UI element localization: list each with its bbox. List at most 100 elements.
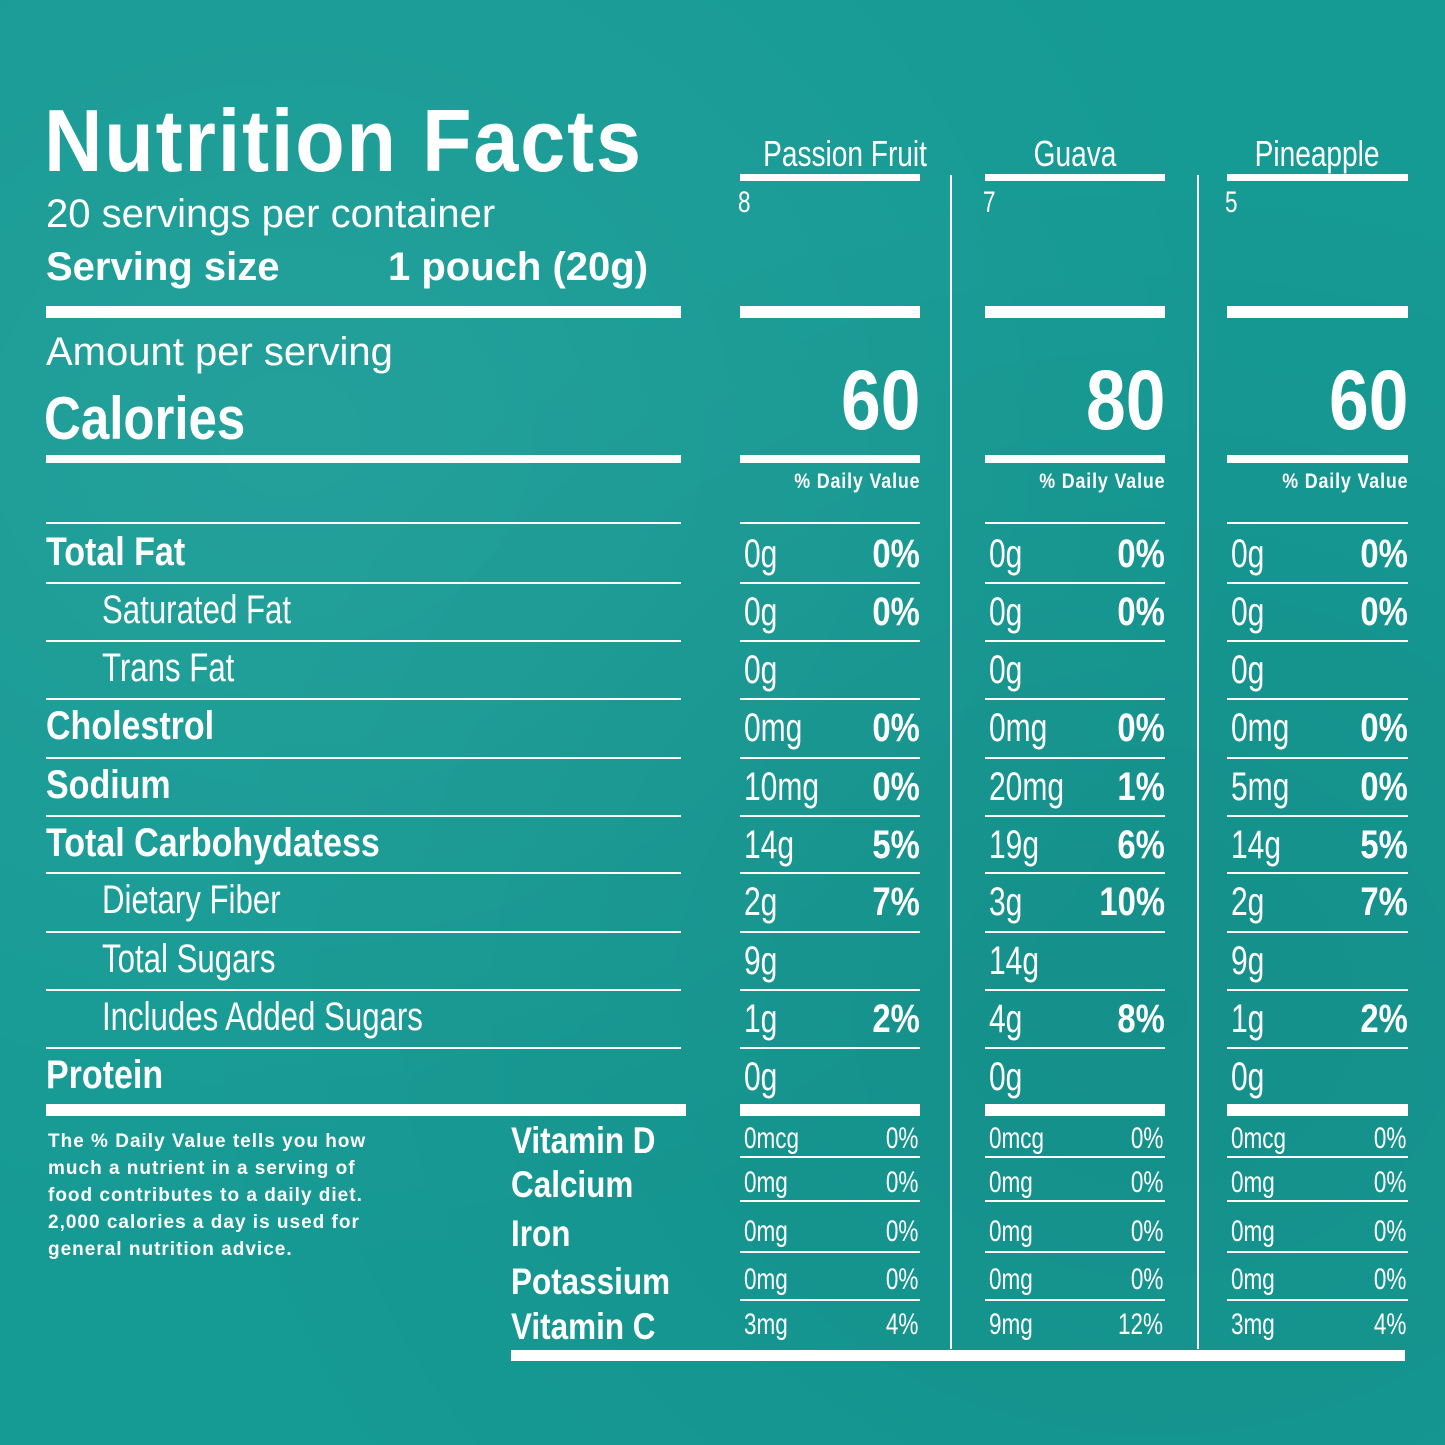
vitamin-label: Calcium <box>511 1164 655 1206</box>
amount-text: 9mg <box>989 1308 1033 1341</box>
vitamin-amount: 0mg <box>989 1166 1047 1200</box>
amount-text: 0g <box>1231 590 1265 634</box>
row-divider <box>46 757 681 759</box>
daily-value-text: % Daily Value <box>1038 470 1165 493</box>
nutrient-amount: 0g <box>1231 648 1276 693</box>
percent-text: 0% <box>1373 1215 1406 1248</box>
amount-text: 0mcg <box>1231 1122 1287 1155</box>
row-divider <box>1227 1200 1408 1202</box>
amount-text: 14g <box>989 939 1040 983</box>
divider <box>740 455 920 463</box>
percent-text: 1% <box>1117 765 1165 809</box>
nutrient-amount: 0g <box>989 590 1034 635</box>
vitamin-amount: 0mg <box>1231 1263 1289 1297</box>
vitamin-percent: 4% <box>875 1308 918 1342</box>
nutrient-label-text: Sodium <box>46 763 171 807</box>
flavor-count: 7 <box>983 186 1000 220</box>
row-divider <box>740 1200 920 1202</box>
row-divider <box>985 1200 1165 1202</box>
amount-text: 3mg <box>1231 1308 1275 1341</box>
nutrient-label-text: Trans Fat <box>102 646 235 690</box>
row-divider <box>1227 1299 1408 1301</box>
amount-text: 0mg <box>989 1215 1033 1248</box>
row-divider <box>46 1047 681 1049</box>
nutrient-amount: 0mg <box>1231 706 1309 751</box>
nutrient-percent: 0% <box>862 590 920 635</box>
percent-text: 0% <box>1117 532 1165 576</box>
footnote-line: The % Daily Value tells you how <box>48 1131 367 1152</box>
percent-text: 12% <box>1117 1308 1163 1341</box>
amount-text: 0g <box>744 532 778 576</box>
nutrient-percent: 6% <box>1107 823 1165 868</box>
footnote: The % Daily Value tells you how much a nu… <box>48 1128 366 1263</box>
daily-value-header: % Daily Value <box>772 470 920 494</box>
percent-text: 0% <box>885 1122 918 1155</box>
amount-text: 0mg <box>989 1166 1033 1199</box>
row-divider <box>985 989 1165 991</box>
nutrient-label: Protein <box>46 1053 184 1098</box>
nutrient-label: Includes Added Sugars <box>102 995 513 1040</box>
row-divider <box>1227 989 1408 991</box>
vitamin-label-text: Calcium <box>511 1164 634 1205</box>
footnote-line: 2,000 calories a day is used for <box>48 1212 360 1233</box>
flavor-name: Guava <box>985 133 1165 175</box>
daily-value-header: % Daily Value <box>1260 470 1408 494</box>
percent-text: 0% <box>1130 1166 1163 1199</box>
vitamin-percent: 0% <box>1363 1122 1406 1156</box>
row-divider <box>1227 640 1408 642</box>
percent-text: 0% <box>1360 765 1408 809</box>
nutrient-percent: 10% <box>1085 880 1165 925</box>
amount-text: 0mg <box>744 1166 788 1199</box>
percent-text: 0% <box>1117 706 1165 750</box>
amount-text: 4g <box>989 997 1023 1041</box>
footnote-line: much a nutrient in a serving of <box>48 1158 356 1179</box>
divider <box>985 522 1165 524</box>
nutrient-amount: 14g <box>989 939 1056 984</box>
nutrient-percent: 0% <box>862 532 920 577</box>
title: Nutrition Facts <box>44 90 695 192</box>
vitamin-amount: 0mg <box>744 1263 802 1297</box>
percent-text: 0% <box>1130 1215 1163 1248</box>
nutrient-label: Total Carbohydatess <box>46 821 439 866</box>
footnote-line: general nutrition advice. <box>48 1239 293 1260</box>
row-divider <box>46 815 681 817</box>
amount-text: 0mcg <box>989 1122 1045 1155</box>
vitamin-percent: 0% <box>875 1166 918 1200</box>
amount-text: 0g <box>1231 532 1265 576</box>
nutrient-amount: 1g <box>744 997 789 1042</box>
percent-text: 0% <box>1360 590 1408 634</box>
vitamin-amount: 0mg <box>1231 1215 1289 1249</box>
nutrient-percent: 0% <box>862 765 920 810</box>
divider <box>1227 1104 1408 1116</box>
row-divider <box>985 757 1165 759</box>
row-divider <box>1227 582 1408 584</box>
percent-text: 0% <box>1130 1263 1163 1296</box>
amount-text: 0g <box>989 1055 1023 1099</box>
nutrient-amount: 14g <box>744 823 811 868</box>
nutrient-percent: 0% <box>1350 765 1408 810</box>
vitamin-percent: 0% <box>875 1122 918 1156</box>
nutrient-amount: 0g <box>989 532 1034 577</box>
nutrient-amount: 9g <box>1231 939 1276 984</box>
nutrient-percent: 0% <box>1350 590 1408 635</box>
percent-text: 0% <box>1117 590 1165 634</box>
percent-text: 0% <box>1373 1166 1406 1199</box>
divider <box>46 455 681 463</box>
divider <box>985 1104 1165 1116</box>
flavor-count-text: 7 <box>983 186 996 219</box>
calories-value-text: 60 <box>840 353 920 447</box>
calories-value: 60 <box>827 352 920 449</box>
vitamin-percent: 4% <box>1363 1308 1406 1342</box>
flavor-name-text: Passion Fruit <box>763 133 927 174</box>
nutrient-percent: 2% <box>862 997 920 1042</box>
vitamin-amount: 0mcg <box>744 1122 817 1156</box>
divider <box>1227 455 1408 463</box>
nutrient-percent: 0% <box>1107 532 1165 577</box>
nutrient-percent: 0% <box>1107 706 1165 751</box>
daily-value-text: % Daily Value <box>793 470 920 493</box>
nutrient-percent: 5% <box>1350 823 1408 868</box>
row-divider <box>1227 698 1408 700</box>
nutrient-percent: 5% <box>862 823 920 868</box>
nutrient-percent: 2% <box>1350 997 1408 1042</box>
row-divider <box>46 582 681 584</box>
